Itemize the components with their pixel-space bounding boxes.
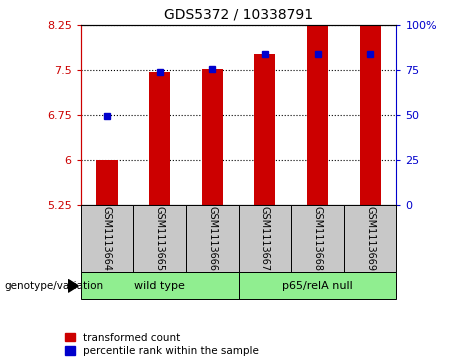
Bar <box>239 205 291 272</box>
Text: GSM1113668: GSM1113668 <box>313 206 323 271</box>
Bar <box>239 272 396 299</box>
Text: GSM1113669: GSM1113669 <box>365 206 375 271</box>
Legend: transformed count, percentile rank within the sample: transformed count, percentile rank withi… <box>65 333 259 356</box>
Text: genotype/variation: genotype/variation <box>5 281 104 291</box>
Text: GSM1113665: GSM1113665 <box>154 206 165 271</box>
Polygon shape <box>68 280 78 292</box>
Bar <box>344 205 396 272</box>
Bar <box>291 205 344 272</box>
Bar <box>133 205 186 272</box>
Bar <box>307 3 328 205</box>
Bar <box>149 72 170 205</box>
Bar <box>81 205 133 272</box>
Text: GSM1113667: GSM1113667 <box>260 206 270 271</box>
Text: GSM1113666: GSM1113666 <box>207 206 217 271</box>
Bar <box>202 69 223 205</box>
Title: GDS5372 / 10338791: GDS5372 / 10338791 <box>164 8 313 21</box>
Bar <box>254 54 275 205</box>
Text: p65/relA null: p65/relA null <box>282 281 353 291</box>
Bar <box>96 160 118 205</box>
Text: wild type: wild type <box>134 281 185 291</box>
Bar <box>81 272 239 299</box>
Bar <box>186 205 239 272</box>
Bar <box>360 3 381 205</box>
Text: GSM1113664: GSM1113664 <box>102 206 112 271</box>
